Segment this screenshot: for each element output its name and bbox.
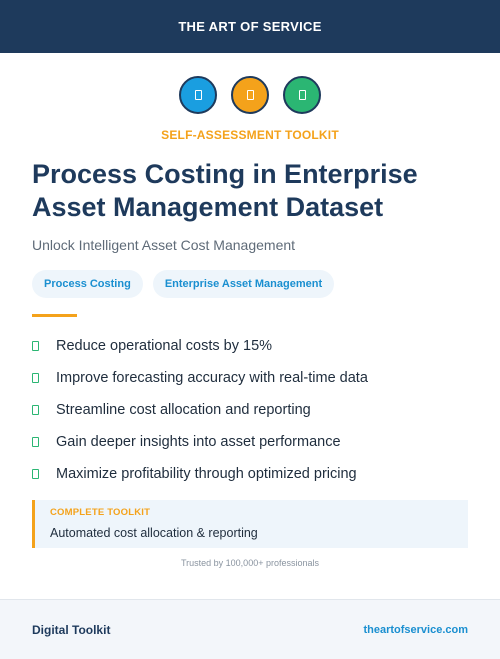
brand-title: THE ART OF SERVICE [178,19,322,34]
list-item: Streamline cost allocation and reporting [32,394,472,426]
callout-label: COMPLETE TOOLKIT [50,507,151,518]
page-title: Process Costing in Enterprise Asset Mana… [32,159,418,222]
benefit-text: Reduce operational costs by 15% [56,338,273,354]
website-link[interactable]: theartofservice.com [363,623,468,636]
footer-bar: Digital Toolkit theartofservice.com [0,599,500,659]
list-item: Maximize profitability through optimized… [32,458,472,490]
page-subtitle: Unlock Intelligent Asset Cost Management [32,237,296,253]
document-icon [179,76,217,114]
footer-label: Digital Toolkit [32,622,111,637]
icon-row [0,76,500,114]
trust-note: Trusted by 100,000+ professionals [180,558,319,568]
list-item: Reduce operational costs by 15% [32,330,472,362]
header-bar: THE ART OF SERVICE [0,0,500,53]
benefit-text: Maximize profitability through optimized… [56,466,357,482]
benefit-text: Streamline cost allocation and reporting [56,402,311,418]
document-icon [231,76,269,114]
check-icon [32,373,39,383]
check-icon [32,341,39,351]
check-icon [32,469,39,479]
benefit-text: Gain deeper insights into asset performa… [56,434,341,450]
check-icon [32,437,39,447]
tag-list: Process Costing Enterprise Asset Managem… [32,270,335,298]
check-icon [32,405,39,415]
tag-enterprise-asset-management: Enterprise Asset Management [152,270,335,298]
tag-process-costing: Process Costing [32,270,143,298]
benefit-text: Improve forecasting accuracy with real-t… [56,370,368,386]
list-item: Improve forecasting accuracy with real-t… [32,362,472,394]
list-item: Gain deeper insights into asset performa… [32,426,472,458]
toolkit-callout: COMPLETE TOOLKIT Automated cost allocati… [32,500,468,548]
document-icon [283,76,321,114]
benefit-list: Reduce operational costs by 15% Improve … [32,330,472,490]
accent-divider [32,314,77,317]
eyebrow-label: SELF-ASSESSMENT TOOLKIT [161,128,339,142]
callout-text: Automated cost allocation & reporting [50,526,258,540]
